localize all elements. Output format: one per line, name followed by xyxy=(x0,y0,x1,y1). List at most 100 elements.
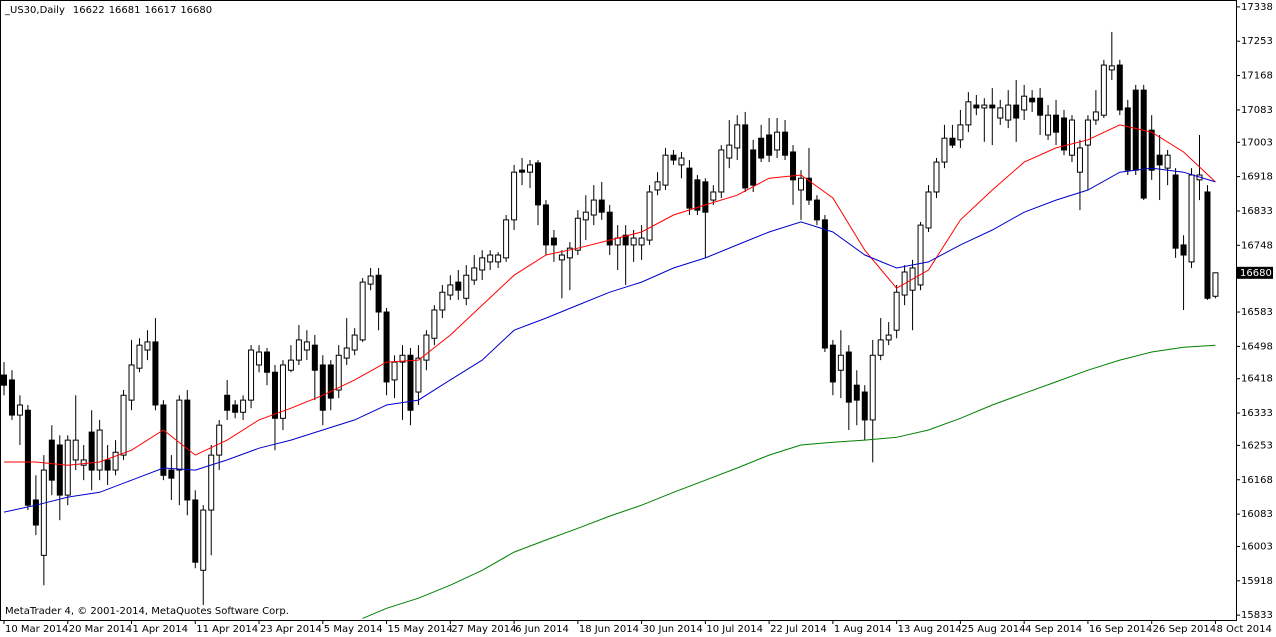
x-tick-label: 16 Sep 2014 xyxy=(1089,624,1152,635)
candle-body xyxy=(1140,89,1147,199)
candle-body xyxy=(495,254,502,263)
candle-body xyxy=(893,291,900,331)
x-tick-label: 1 Aug 2014 xyxy=(834,624,892,635)
x-tick-label: 27 May 2014 xyxy=(451,624,516,635)
x-tick-label: 22 Jul 2014 xyxy=(770,624,827,635)
candle-body xyxy=(694,179,701,211)
x-tick-label: 18 Jun 2014 xyxy=(579,624,639,635)
candle-body xyxy=(782,131,789,156)
y-tick-label: 16168 xyxy=(1241,475,1273,486)
candle-body xyxy=(965,101,972,126)
candle-body xyxy=(503,219,510,259)
y-tick-label: 17338 xyxy=(1241,2,1273,13)
candle-body xyxy=(1092,111,1099,121)
candle-body xyxy=(598,199,605,213)
candle-body xyxy=(1124,107,1131,171)
candle-body xyxy=(16,404,23,416)
candle-body xyxy=(1212,272,1219,297)
candle-body xyxy=(359,281,366,341)
candle-body xyxy=(925,191,932,229)
y-tick-label: 16003 xyxy=(1241,541,1273,552)
candle-body xyxy=(56,444,63,496)
candle-body xyxy=(566,247,573,259)
candle-body xyxy=(431,309,438,339)
candle-body xyxy=(917,224,924,286)
candle-body xyxy=(32,499,39,526)
y-tick-label: 16333 xyxy=(1241,408,1273,419)
chart-title: _US30,Daily xyxy=(4,5,65,16)
candle-body xyxy=(1204,191,1211,299)
candle-body xyxy=(240,399,247,413)
candle-body xyxy=(216,424,223,456)
x-tick-label: 15 May 2014 xyxy=(388,624,453,635)
candle-body xyxy=(877,339,884,356)
candle-body xyxy=(311,344,318,371)
moving-average xyxy=(3,167,1216,513)
y-tick-label: 17253 xyxy=(1241,36,1273,47)
candle-body xyxy=(630,237,637,246)
candle-body xyxy=(72,439,79,461)
candle-body xyxy=(1164,154,1171,169)
candle-body xyxy=(168,469,175,479)
candle-body xyxy=(550,237,557,246)
candle-body xyxy=(88,431,95,471)
candle-body xyxy=(726,144,733,159)
candle-body xyxy=(821,219,828,349)
candle-body xyxy=(399,354,406,363)
y-tick-label: 17083 xyxy=(1241,105,1273,116)
candle-body xyxy=(582,211,589,221)
candle-body xyxy=(1156,154,1163,166)
x-tick-label: 20 Mar 2014 xyxy=(69,624,132,635)
candle-body xyxy=(606,211,613,246)
candle-body xyxy=(463,274,470,299)
candle-body xyxy=(447,284,454,296)
candle-body xyxy=(343,347,350,359)
candle-body xyxy=(287,359,294,371)
candle-body xyxy=(152,341,159,406)
candle-body xyxy=(837,354,844,371)
candle-body xyxy=(805,177,812,201)
candle-body xyxy=(1061,117,1068,151)
candle-body xyxy=(319,364,326,411)
candle-body xyxy=(750,149,757,186)
candle-body xyxy=(1172,174,1179,249)
y-tick-label: 16498 xyxy=(1241,341,1273,352)
candle-body xyxy=(558,254,565,261)
candle-body xyxy=(1,374,7,386)
candle-body xyxy=(479,257,486,271)
candle-body xyxy=(1188,174,1195,263)
candle-body xyxy=(1108,65,1115,71)
candle-body xyxy=(64,439,71,496)
candle-body xyxy=(80,459,87,466)
candle-body xyxy=(471,267,478,281)
candle-body xyxy=(710,191,717,201)
y-tick-label: 16083 xyxy=(1241,509,1273,520)
candle-body xyxy=(335,354,342,391)
candle-body xyxy=(279,364,286,419)
candle-body xyxy=(487,254,494,263)
candle-body xyxy=(885,334,892,341)
candle-body xyxy=(48,439,55,481)
candle-body xyxy=(367,275,374,285)
candle-body xyxy=(734,124,741,149)
candle-body xyxy=(646,191,653,241)
y-tick-label: 17168 xyxy=(1241,71,1273,82)
plot-frame xyxy=(0,0,1237,621)
x-tick-label: 11 Apr 2014 xyxy=(196,624,258,635)
last-price-label: 16680 xyxy=(1240,268,1272,279)
candle-body xyxy=(861,391,868,421)
x-tick-label: 8 Oct 2014 xyxy=(1216,624,1271,635)
y-tick-label: 16418 xyxy=(1241,374,1273,385)
candle-body xyxy=(192,499,199,563)
chart-header: _US30,Daily 16622 16681 16617 16680 xyxy=(4,5,212,16)
candle-body xyxy=(128,364,135,401)
candle-body xyxy=(455,281,462,291)
candle-body xyxy=(160,404,167,476)
candle-body xyxy=(511,171,518,221)
candle-body xyxy=(8,379,15,416)
candle-body xyxy=(112,451,119,471)
candle-body xyxy=(590,199,597,216)
candle-body xyxy=(1068,119,1075,156)
